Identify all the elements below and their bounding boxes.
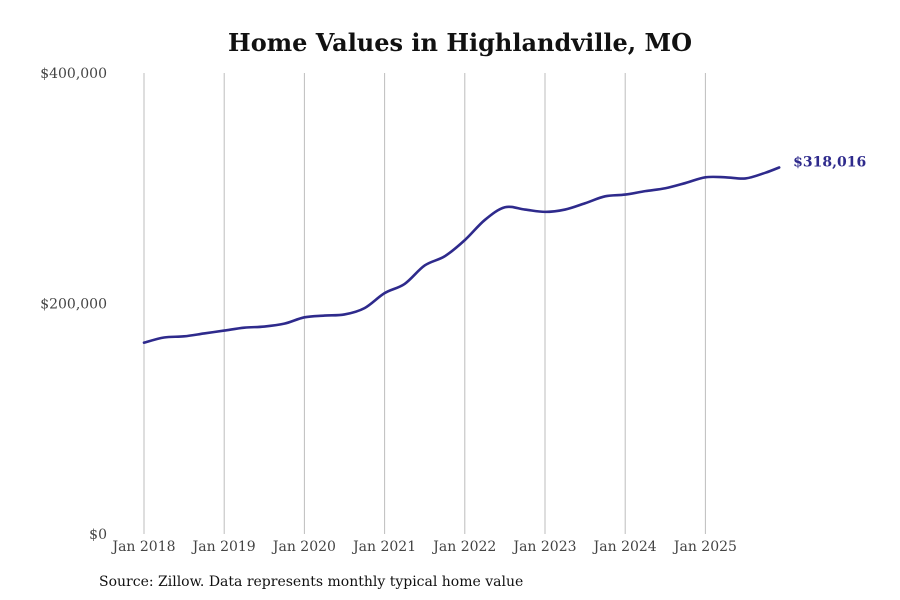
data-point bbox=[363, 307, 365, 309]
data-point bbox=[403, 283, 405, 285]
data-point bbox=[383, 292, 385, 294]
data-point bbox=[684, 182, 686, 184]
data-point bbox=[283, 322, 285, 324]
data-point bbox=[484, 219, 486, 221]
x-tick-label: Jan 2021 bbox=[351, 539, 416, 555]
data-point bbox=[343, 313, 345, 315]
x-tick-label: Jan 2023 bbox=[511, 539, 576, 555]
data-point bbox=[704, 176, 706, 178]
y-axis-ticks: $0 $200,000 $400,000 bbox=[40, 66, 107, 543]
x-tick-label: Jan 2022 bbox=[431, 539, 496, 555]
data-point bbox=[564, 208, 566, 210]
data-point bbox=[778, 166, 780, 168]
data-point bbox=[664, 187, 666, 189]
x-axis-ticks: Jan 2018 Jan 2019 Jan 2020 Jan 2021 Jan 2022… bbox=[110, 539, 736, 555]
data-point bbox=[444, 255, 446, 257]
data-point bbox=[744, 177, 746, 179]
data-point bbox=[604, 195, 606, 197]
chart-title: Home Values in Highlandville, MO bbox=[228, 28, 692, 57]
data-point bbox=[303, 316, 305, 318]
end-value-label: $318,016 bbox=[793, 154, 866, 170]
data-point bbox=[183, 335, 185, 337]
x-tick-label: Jan 2020 bbox=[271, 539, 336, 555]
data-point bbox=[584, 202, 586, 204]
gridlines bbox=[143, 73, 706, 534]
series-line bbox=[142, 166, 781, 344]
data-point bbox=[724, 176, 726, 178]
data-point bbox=[544, 211, 546, 213]
series-layer: $318,016 bbox=[142, 154, 866, 344]
data-point bbox=[323, 314, 325, 316]
x-tick-label: Jan 2025 bbox=[672, 539, 737, 555]
y-tick-label: $400,000 bbox=[40, 66, 107, 82]
data-point bbox=[243, 327, 245, 329]
data-point bbox=[143, 341, 145, 343]
data-point bbox=[464, 239, 466, 241]
data-point bbox=[263, 325, 265, 327]
data-point bbox=[504, 206, 506, 208]
data-point bbox=[644, 190, 646, 192]
x-tick-label: Jan 2024 bbox=[592, 539, 657, 555]
data-point bbox=[624, 193, 626, 195]
data-point bbox=[424, 264, 426, 266]
data-point bbox=[223, 329, 225, 331]
y-tick-label: $200,000 bbox=[40, 297, 107, 313]
x-tick-label: Jan 2019 bbox=[191, 539, 256, 555]
data-point bbox=[203, 332, 205, 334]
y-tick-label: $0 bbox=[89, 527, 107, 543]
data-point bbox=[163, 336, 165, 338]
source-note: Source: Zillow. Data represents monthly … bbox=[99, 574, 524, 590]
data-point bbox=[524, 208, 526, 210]
data-point bbox=[764, 171, 766, 173]
x-tick-label: Jan 2018 bbox=[110, 539, 175, 555]
